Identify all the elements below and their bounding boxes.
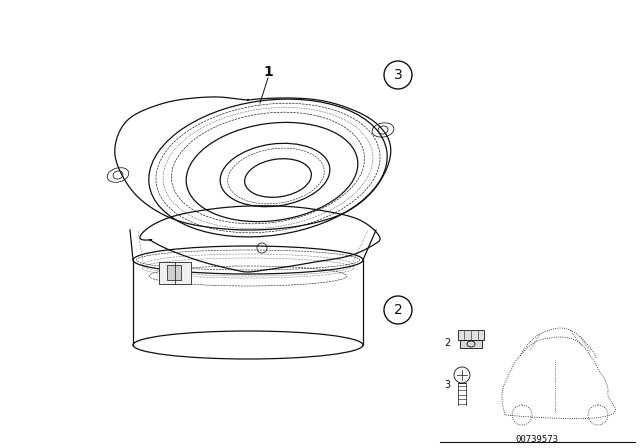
Text: 2: 2: [394, 303, 403, 317]
Text: 3: 3: [444, 380, 450, 390]
Text: 00739573: 00739573: [515, 435, 559, 444]
FancyBboxPatch shape: [167, 265, 181, 280]
FancyBboxPatch shape: [159, 262, 191, 284]
Text: 2: 2: [444, 338, 450, 348]
FancyBboxPatch shape: [458, 330, 484, 340]
FancyBboxPatch shape: [460, 340, 482, 348]
Text: 1: 1: [263, 65, 273, 79]
Text: 3: 3: [394, 68, 403, 82]
